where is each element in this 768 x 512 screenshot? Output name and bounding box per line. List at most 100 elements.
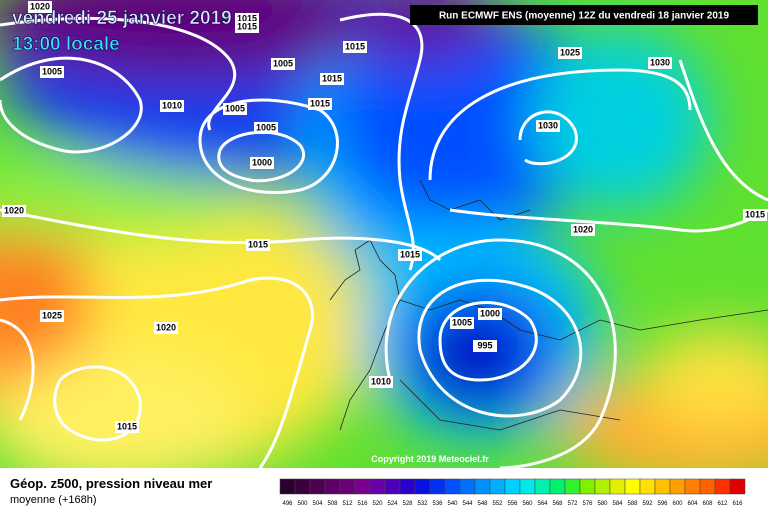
scale-cell (309, 478, 326, 495)
isobar-label: 1020 (4, 205, 24, 215)
scale-cell (609, 478, 626, 495)
field: 1020101510151005101010051005101510151015… (0, 0, 768, 468)
scale-cell (474, 478, 491, 495)
isobar-label-bg (160, 100, 184, 112)
isobar-label: 995 (477, 340, 492, 350)
scale-cell (624, 478, 641, 495)
scale-cell (654, 478, 671, 495)
isobar-label-bg (571, 224, 595, 236)
scale-cell (579, 478, 596, 495)
scale-cell (294, 478, 311, 495)
scale-label: 496 (282, 501, 293, 507)
scale-cell (519, 478, 536, 495)
isobar-label: 1015 (248, 239, 268, 249)
scale-label: 612 (717, 501, 728, 507)
scale-label: 560 (522, 501, 533, 507)
isobar-label: 1000 (480, 308, 500, 318)
isobar-label: 1015 (237, 21, 257, 31)
scale-label: 544 (462, 501, 473, 507)
scale-label: 556 (507, 501, 518, 507)
isobar-label-bg (246, 239, 270, 251)
scale-label: 548 (477, 501, 488, 507)
isobar-label: 1030 (538, 120, 558, 130)
scale-label: 508 (327, 501, 338, 507)
isobar-labels: 1020101510151005101010051005101510151015… (2, 1, 767, 433)
isobar-label: 1005 (273, 58, 293, 68)
isobar-label-bg (271, 58, 295, 70)
scale-cell (669, 478, 686, 495)
scale-label: 540 (447, 501, 458, 507)
isobar-label-bg (558, 47, 582, 59)
run-box (410, 5, 758, 25)
scale-cell (399, 478, 416, 495)
isobar-label: 1005 (42, 66, 62, 76)
isobar-label-bg (235, 21, 259, 33)
scale-label: 564 (537, 501, 548, 507)
scale-cell (714, 478, 731, 495)
isobar-label: 1010 (371, 376, 391, 386)
isobar-label: 1020 (156, 322, 176, 332)
isobar-label-bg (40, 66, 64, 78)
scale-cell (639, 478, 656, 495)
isobar-label-bg (115, 421, 139, 433)
scale-cell (279, 478, 296, 495)
scale-label: 516 (357, 501, 368, 507)
isobar-label-bg (154, 322, 178, 334)
date: vendredi 25 janvier 2019 (12, 8, 232, 29)
isobar-label: 1010 (162, 100, 182, 110)
isobar-label-bg (40, 310, 64, 322)
scale-label: 584 (612, 501, 623, 507)
isobar-label-bg (343, 41, 367, 53)
isobar-label: 1015 (400, 249, 420, 259)
scale-cell (534, 478, 551, 495)
scale-cell (339, 478, 356, 495)
scale-label: 604 (687, 501, 698, 507)
scale-cell (444, 478, 461, 495)
isobar-label-bg (28, 1, 52, 13)
scale-label: 532 (417, 501, 428, 507)
isobar-label: 1025 (42, 310, 62, 320)
scale-label: 536 (432, 501, 443, 507)
isobar-label: 1015 (345, 41, 365, 51)
isobar-label: 1005 (256, 122, 276, 132)
scale-cell (429, 478, 446, 495)
copyright: Copyright 2019 Meteociel.fr (371, 454, 489, 464)
isobar-label: 1015 (237, 13, 257, 23)
isobar-label: 1020 (573, 224, 593, 234)
scale-label: 600 (672, 501, 683, 507)
scale-cell (504, 478, 521, 495)
footer-title: Géop. z500, pression niveau mer (10, 476, 212, 491)
color-scale: 496 500 504 508 512 516 520 524 528 532 536 540 544 5… (279, 478, 746, 507)
isobar-label: 1025 (560, 47, 580, 57)
scale-cell (414, 478, 431, 495)
isobar-label: 1005 (452, 317, 472, 327)
scale-cell (489, 478, 506, 495)
scale-cell (684, 478, 701, 495)
isobar-label: 1015 (745, 209, 765, 219)
isobar-label-bg (648, 57, 672, 69)
isobar-label: 1000 (252, 157, 272, 167)
isobar-label: 1030 (650, 57, 670, 67)
isobar-label: 1020 (30, 1, 50, 11)
scale-label: 500 (297, 501, 308, 507)
isobar-label: 1015 (310, 98, 330, 108)
isobar-label-bg (743, 209, 767, 221)
isobar-label-bg (473, 340, 497, 352)
isobar-label-bg (398, 249, 422, 261)
scale-cell (729, 478, 746, 495)
scale-label: 512 (342, 501, 353, 507)
isobar-label: 1005 (225, 103, 245, 113)
scale-label: 504 (312, 501, 323, 507)
isobar-label-bg (254, 122, 278, 134)
isobar-label-bg (450, 317, 474, 329)
scale-cell (564, 478, 581, 495)
scale-label: 616 (732, 501, 743, 507)
time: 13:00 locale (12, 34, 120, 55)
isobar-label-bg (478, 308, 502, 320)
isobar-label-bg (250, 157, 274, 169)
scale-label: 520 (372, 501, 383, 507)
scale-label: 592 (642, 501, 653, 507)
scale-cell (369, 478, 386, 495)
isobar-label-bg (369, 376, 393, 388)
scale-label: 596 (657, 501, 668, 507)
